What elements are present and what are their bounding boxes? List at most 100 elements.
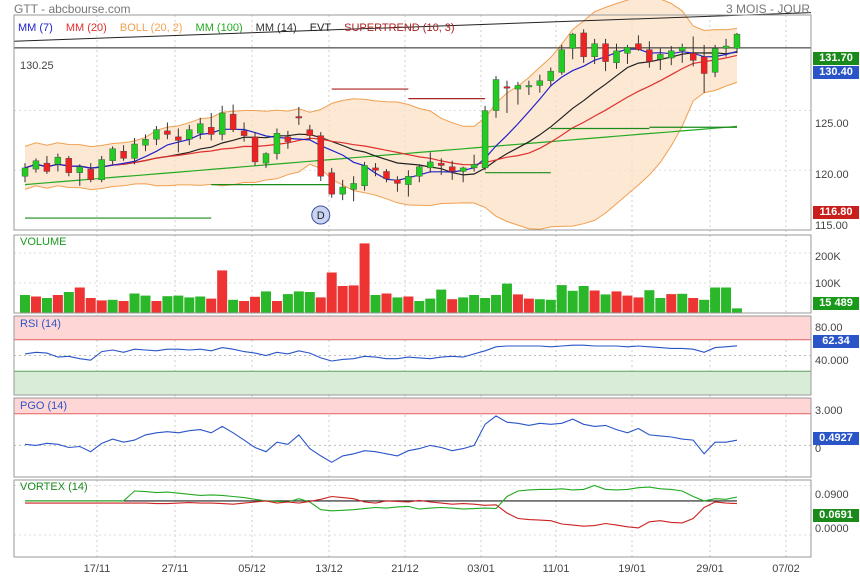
candle-body: [646, 49, 653, 62]
candle-body: [361, 165, 368, 187]
candle-body: [153, 129, 160, 140]
candle-body: [700, 56, 708, 74]
volume-bar: [534, 299, 545, 313]
volume-bar: [512, 294, 523, 313]
legend-boll[interactable]: BOLL (20, 2): [119, 22, 183, 34]
volume-tick-100k: 100K: [815, 278, 841, 290]
volume-bar: [458, 297, 469, 313]
mm100-line: [24, 125, 738, 186]
volume-bar: [469, 295, 480, 313]
panel-frame: [13, 315, 812, 396]
price-low-tag: 116.80: [813, 206, 859, 219]
vortex-minus-line: [25, 495, 738, 529]
candle-body: [569, 33, 576, 49]
pgo-tick-3: 3.000: [815, 405, 843, 417]
volume-bar: [63, 292, 74, 313]
candle-body: [218, 112, 226, 135]
volume-bar: [732, 308, 742, 313]
event-marker: [311, 205, 331, 225]
candle-body: [514, 85, 522, 90]
candle-body: [416, 166, 423, 177]
volume-bar: [567, 290, 578, 313]
vortex-tag: 0.0691: [813, 509, 859, 522]
volume-bar: [436, 289, 447, 313]
volume-bar: [20, 295, 30, 313]
candle-body: [43, 162, 51, 172]
legend-mm20[interactable]: MM (20): [65, 22, 107, 34]
price-high-tag: 131.70: [813, 52, 859, 65]
candle-body: [197, 123, 204, 134]
volume-bar: [447, 299, 458, 313]
volume-bar: [129, 293, 140, 313]
volume-bar: [414, 301, 425, 313]
volume-bar: [578, 286, 589, 313]
x-label-4: 21/12: [391, 563, 419, 575]
x-label-2: 05/12: [238, 563, 266, 575]
volume-bar: [184, 297, 195, 313]
candle-body: [76, 166, 83, 173]
volume-bar: [403, 296, 414, 313]
candle-body: [624, 47, 631, 54]
volume-bar: [677, 293, 688, 313]
legend-supertrend[interactable]: SUPERTREND (10, 3): [344, 22, 455, 34]
candle-body: [350, 183, 357, 190]
volume-bar: [721, 287, 732, 313]
candle-body: [328, 172, 335, 195]
chart-title: GTT - abcbourse.com: [14, 2, 131, 16]
volume-bar: [30, 296, 41, 313]
candle-body: [32, 160, 40, 170]
candle-body: [339, 186, 346, 195]
candle-body: [131, 143, 138, 159]
candle-body: [394, 179, 401, 184]
volume-bar: [611, 291, 622, 313]
legend-mm7[interactable]: MM (7): [18, 22, 53, 34]
candle-body: [580, 32, 587, 58]
volume-bar: [326, 272, 337, 313]
ref-line-label: 130.25: [20, 60, 54, 72]
trend-line: [13, 12, 812, 42]
volume-bar: [392, 297, 403, 313]
vortex-tick-high: 0.0900: [815, 489, 849, 501]
vortex-panel: [14, 484, 811, 536]
volume-bar: [52, 295, 63, 313]
volume-bar: [41, 298, 52, 313]
volume-bar: [545, 299, 556, 313]
volume-bar: [381, 293, 392, 313]
volume-bar: [622, 295, 633, 313]
rsi-tick-40: 40.000: [815, 355, 849, 367]
candle-body: [558, 49, 565, 73]
volume-bar: [96, 300, 107, 313]
candle-body: [120, 150, 127, 159]
volume-bar: [250, 296, 261, 313]
volume-bar: [337, 286, 348, 313]
legend-mm100[interactable]: MM (100): [195, 22, 243, 34]
candle-body: [679, 47, 686, 52]
panel-frame: [13, 397, 812, 478]
bollinger-upper-line: [24, 0, 738, 148]
volume-bar: [523, 298, 534, 313]
candle-body: [689, 53, 697, 61]
bollinger-band-fill: [25, 0, 737, 230]
candle-body: [240, 130, 248, 136]
price-tick-120: 120.00: [815, 169, 849, 181]
candle-body: [536, 80, 544, 86]
candle-body: [591, 43, 598, 58]
volume-bar: [228, 299, 239, 313]
volume-bar: [666, 294, 677, 313]
rsi-line: [24, 344, 738, 362]
candle-body: [722, 45, 730, 49]
legend-evt[interactable]: EVT: [309, 22, 332, 34]
candle-body: [383, 171, 390, 179]
pgo-high-zone: [14, 398, 811, 414]
event-marker-label: D: [317, 210, 325, 222]
volume-bar: [162, 296, 173, 313]
period-label[interactable]: 3 MOIS - JOUR: [725, 2, 810, 16]
candle-body: [262, 153, 270, 164]
candle-body: [109, 148, 116, 161]
x-label-1: 27/11: [161, 563, 189, 575]
candle-body: [65, 158, 73, 173]
volume-bar: [556, 285, 567, 313]
price-last-tag: 130.40: [813, 66, 859, 79]
candle-body: [284, 136, 292, 142]
legend-mm14[interactable]: MM (14): [255, 22, 297, 34]
